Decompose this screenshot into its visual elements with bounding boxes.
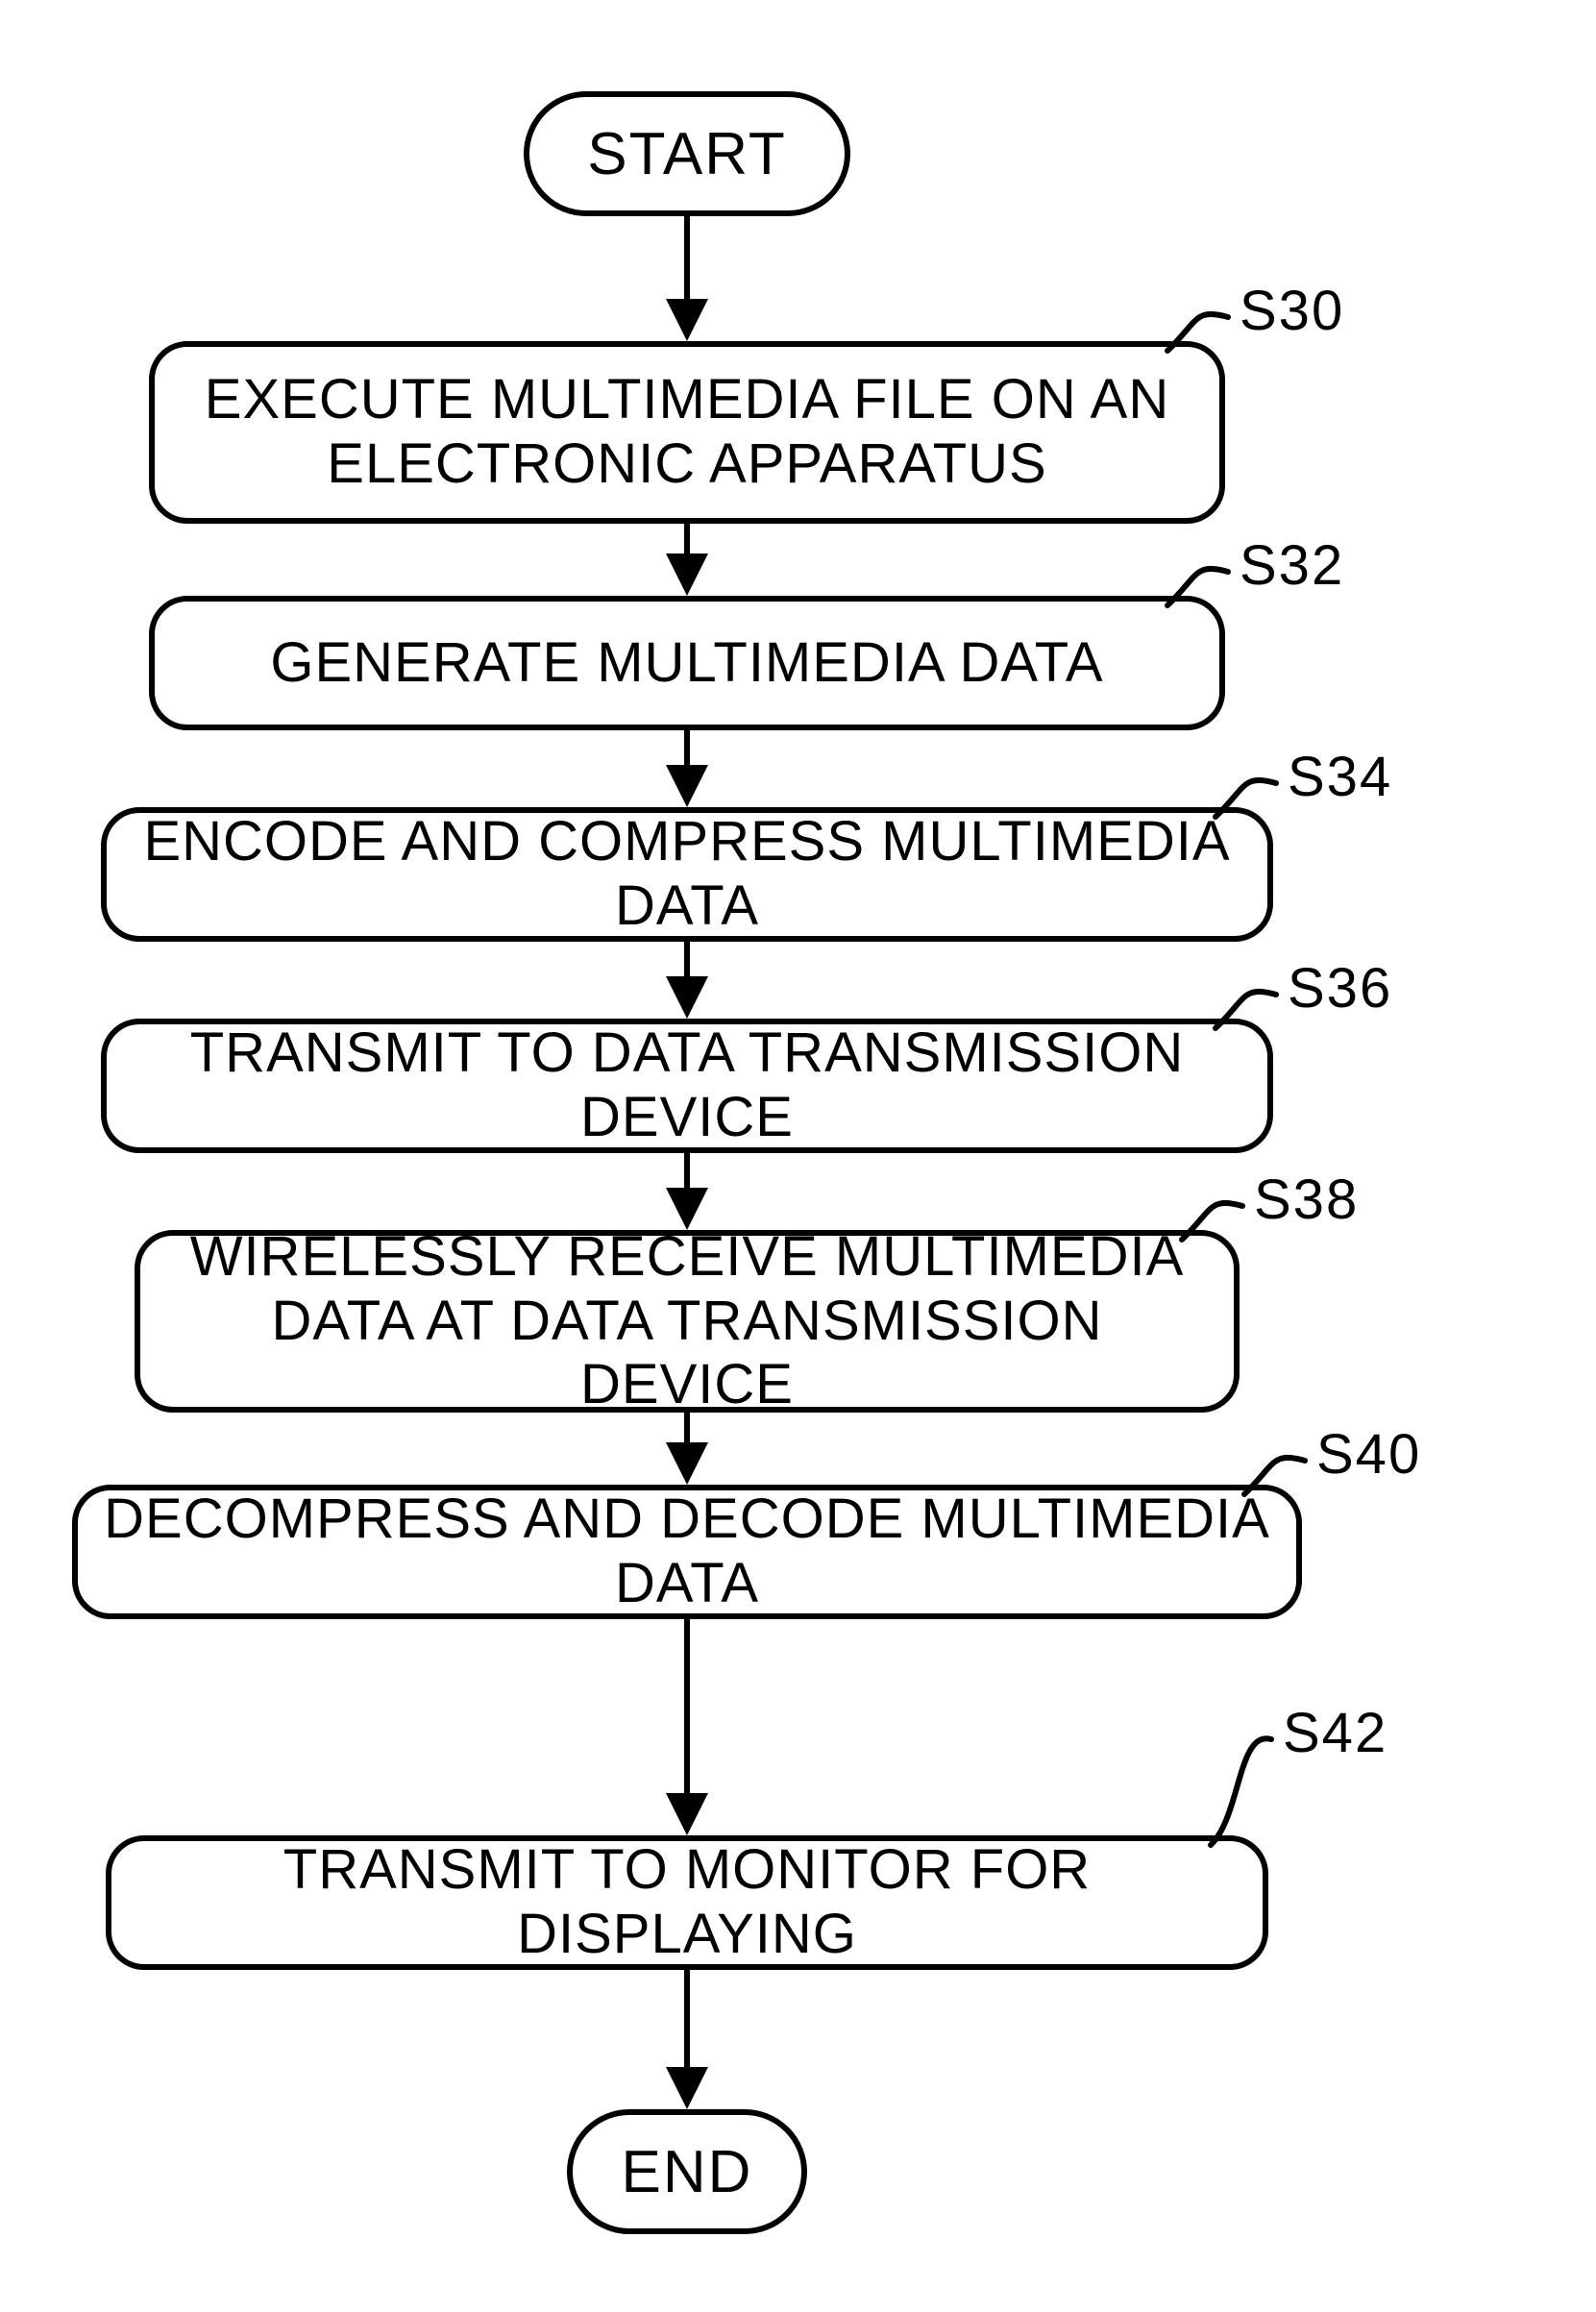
step-s42: TRANSMIT TO MONITOR FOR DISPLAYING	[106, 1835, 1268, 1970]
terminal-end-text: END	[622, 2138, 753, 2206]
step-s36-label: S36	[1288, 956, 1392, 1021]
step-s32-label: S32	[1240, 533, 1344, 598]
step-s36: TRANSMIT TO DATA TRANSMISSION DEVICE	[101, 1019, 1273, 1153]
step-s40: DECOMPRESS AND DECODE MULTIMEDIA DATA	[72, 1485, 1302, 1619]
step-s36-text: TRANSMIT TO DATA TRANSMISSION DEVICE	[126, 1021, 1248, 1149]
step-s40-text: DECOMPRESS AND DECODE MULTIMEDIA DATA	[97, 1488, 1277, 1615]
step-s38-label: S38	[1254, 1168, 1359, 1232]
step-s34-label: S34	[1288, 745, 1392, 809]
step-s40-label: S40	[1316, 1422, 1421, 1487]
step-s38-text: WIRELESSLY RECEIVE MULTIMEDIADATA AT DAT…	[160, 1225, 1215, 1417]
step-s38: WIRELESSLY RECEIVE MULTIMEDIADATA AT DAT…	[135, 1230, 1240, 1413]
step-s42-text: TRANSMIT TO MONITOR FOR DISPLAYING	[131, 1838, 1243, 1966]
step-s34-text: ENCODE AND COMPRESS MULTIMEDIA DATA	[126, 810, 1248, 938]
terminal-end: END	[567, 2109, 807, 2234]
step-s32: GENERATE MULTIMEDIA DATA	[149, 596, 1225, 730]
terminal-start: START	[524, 91, 850, 216]
step-s42-label: S42	[1283, 1701, 1387, 1765]
step-s30-text: EXECUTE MULTIMEDIA FILE ON ANELECTRONIC …	[205, 368, 1169, 496]
step-s30: EXECUTE MULTIMEDIA FILE ON ANELECTRONIC …	[149, 341, 1225, 524]
step-s32-text: GENERATE MULTIMEDIA DATA	[270, 631, 1103, 696]
step-s34: ENCODE AND COMPRESS MULTIMEDIA DATA	[101, 807, 1273, 942]
terminal-start-text: START	[587, 120, 787, 188]
step-s30-label: S30	[1240, 279, 1344, 343]
flowchart-canvas: START EXECUTE MULTIMEDIA FILE ON ANELECT…	[0, 0, 1596, 2312]
